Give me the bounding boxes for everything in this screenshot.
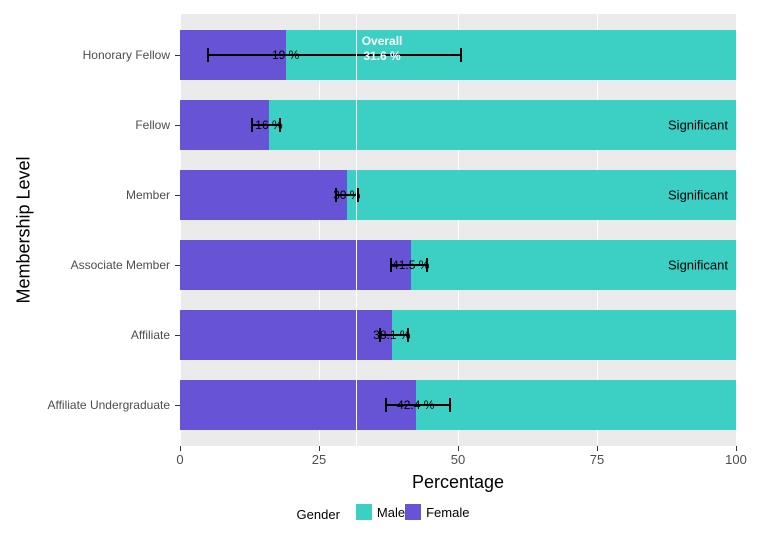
- legend-item: Female: [405, 504, 469, 520]
- legend-label: Female: [426, 505, 469, 520]
- x-tick-mark: [597, 446, 598, 451]
- pct-label: 38.1 %: [373, 328, 410, 342]
- y-tick-label: Honorary Fellow: [0, 48, 170, 62]
- legend-title: Gender: [297, 507, 340, 522]
- x-tick-label: 100: [725, 452, 747, 467]
- bar-row: 42.4 %: [180, 380, 736, 430]
- gridline: [736, 14, 737, 446]
- plot-panel: 19 %16 %Significant30 %Significant41.5 %…: [180, 14, 736, 446]
- bar-male: [416, 380, 736, 430]
- y-tick-mark: [175, 55, 180, 56]
- pct-label: 42.4 %: [397, 398, 434, 412]
- y-axis-title: Membership Level: [14, 156, 35, 303]
- x-tick-label: 50: [451, 452, 465, 467]
- errorbar-cap: [460, 48, 462, 62]
- x-tick-mark: [736, 446, 737, 451]
- significant-label: Significant: [668, 188, 728, 203]
- overall-label: Overall31.6 %: [362, 34, 403, 64]
- pct-label: 16 %: [255, 118, 282, 132]
- x-axis-title: Percentage: [412, 472, 504, 493]
- legend-item: Male: [356, 504, 405, 520]
- bar-row: 41.5 % Significant: [180, 240, 736, 290]
- y-tick-mark: [175, 405, 180, 406]
- x-tick-label: 75: [590, 452, 604, 467]
- overall-line: [356, 14, 357, 446]
- x-tick-mark: [319, 446, 320, 451]
- y-tick-mark: [175, 195, 180, 196]
- bar-male: [269, 100, 736, 150]
- legend-swatch: [356, 504, 372, 520]
- y-tick-label: Fellow: [0, 118, 170, 132]
- x-tick-mark: [458, 446, 459, 451]
- errorbar-cap: [251, 118, 253, 132]
- legend-swatch: [405, 504, 421, 520]
- y-tick-label: Affiliate: [0, 328, 170, 342]
- y-tick-mark: [175, 335, 180, 336]
- y-tick-label: Affiliate Undergraduate: [0, 398, 170, 412]
- bar-row: 19 %: [180, 30, 736, 80]
- significant-label: Significant: [668, 118, 728, 133]
- overall-label-line2: 31.6 %: [363, 49, 400, 63]
- x-tick-label: 25: [312, 452, 326, 467]
- bar-female: [180, 310, 392, 360]
- pct-label: 41.5 %: [392, 258, 429, 272]
- bar-row: 38.1 %: [180, 310, 736, 360]
- bar-female: [180, 240, 411, 290]
- chart-figure: Membership Level 19 %16 %Significant30 %…: [0, 0, 766, 534]
- y-tick-mark: [175, 125, 180, 126]
- significant-label: Significant: [668, 258, 728, 273]
- bar-female: [180, 380, 416, 430]
- pct-label: 19 %: [272, 48, 299, 62]
- errorbar-line: [208, 54, 461, 56]
- bar-row: 30 %Significant: [180, 170, 736, 220]
- errorbar-cap: [385, 398, 387, 412]
- legend-label: Male: [377, 505, 405, 520]
- overall-label-line1: Overall: [362, 34, 403, 48]
- y-tick-mark: [175, 265, 180, 266]
- y-tick-label: Member: [0, 188, 170, 202]
- y-tick-label: Associate Member: [0, 258, 170, 272]
- x-tick-label: 0: [176, 452, 183, 467]
- bar-male: [392, 310, 736, 360]
- bar-row: 16 % Significant: [180, 100, 736, 150]
- errorbar-cap: [449, 398, 451, 412]
- legend: Gender Male Female: [0, 504, 766, 525]
- x-tick-mark: [180, 446, 181, 451]
- errorbar-cap: [207, 48, 209, 62]
- bar-female: [180, 170, 347, 220]
